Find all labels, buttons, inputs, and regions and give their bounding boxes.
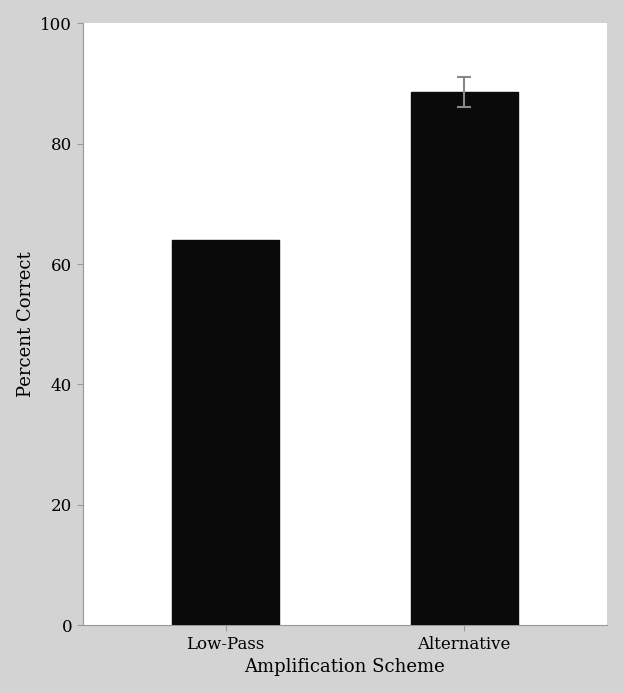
Bar bbox=[411, 92, 518, 625]
Y-axis label: Percent Correct: Percent Correct bbox=[17, 252, 35, 397]
Bar bbox=[172, 240, 280, 625]
X-axis label: Amplification Scheme: Amplification Scheme bbox=[245, 658, 446, 676]
